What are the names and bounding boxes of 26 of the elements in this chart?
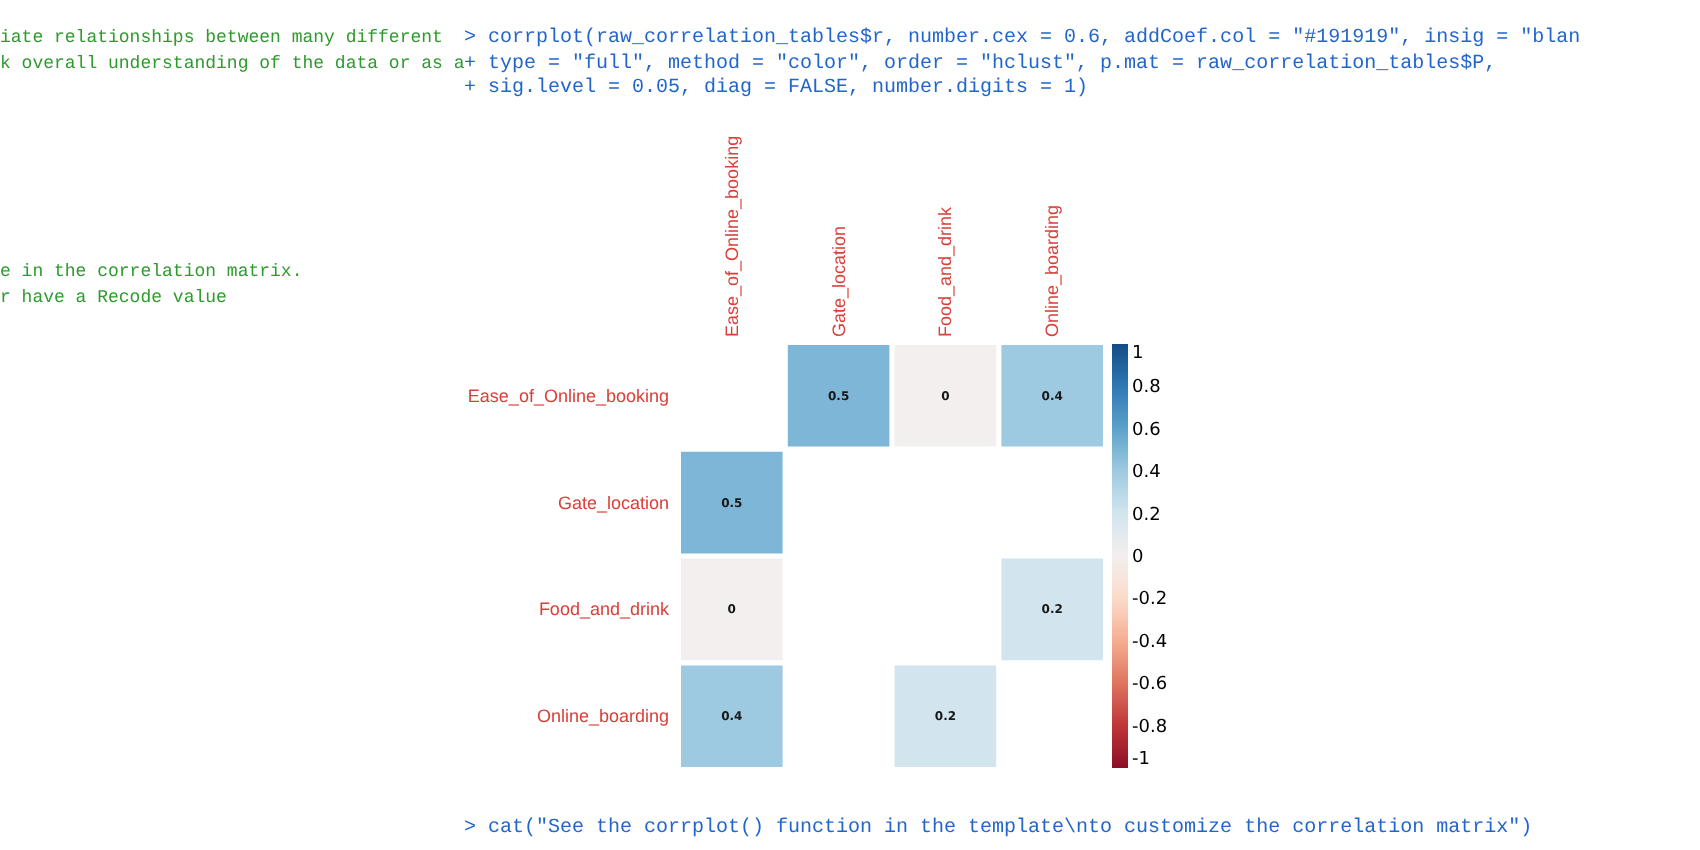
color-bar-label: 0.2 <box>1132 505 1161 526</box>
color-bar-label: 0.4 <box>1132 463 1162 484</box>
y-tick-label: Ease_of_Online_booking <box>467 385 669 406</box>
text: + sig.level = 0.05, diag = FALSE, number.digits = 1) <box>464 76 1089 100</box>
text: r have a Recode value <box>0 288 227 308</box>
text: > corrplot(raw_correlation_tables$r, number.cex = 0.6, addCoef.col = "#191919", insig = "blan <box>464 26 1581 50</box>
y-tick-label: Online_boarding <box>536 706 669 727</box>
color-bar-label: 0.8 <box>1132 378 1162 399</box>
color-bar-label: 0 <box>1132 548 1144 568</box>
y-tick-label: Food_and_drink <box>538 599 670 620</box>
text: e in the correlation matrix. <box>0 262 303 282</box>
color-bar-label: 1 <box>1132 344 1144 364</box>
text: k overall understanding of the data or as a <box>0 54 466 74</box>
color-bar-label: -0.4 <box>1132 632 1168 653</box>
text: + type = "full", method = "color", order = "hclust", p.mat = raw_correlation_tables$P, <box>464 52 1497 76</box>
color-bar-label: -0.2 <box>1132 590 1168 611</box>
x-tick-label: Gate_location <box>828 225 849 337</box>
text: > cat("See the corrplot() function in the template\nto customize the correlation matrix") <box>464 816 1533 840</box>
color-bar-label: 0.6 <box>1132 420 1162 441</box>
color-bar-label: -0.6 <box>1132 675 1168 696</box>
y-tick-label: Gate_location <box>557 492 669 513</box>
color-bar-label: -0.8 <box>1132 717 1168 738</box>
text: iate relationships between many different <box>0 28 443 48</box>
x-tick-label: Online_boarding <box>1042 204 1063 337</box>
x-tick-label: Food_and_drink <box>935 205 956 337</box>
color-bar-label: -1 <box>1132 750 1150 770</box>
